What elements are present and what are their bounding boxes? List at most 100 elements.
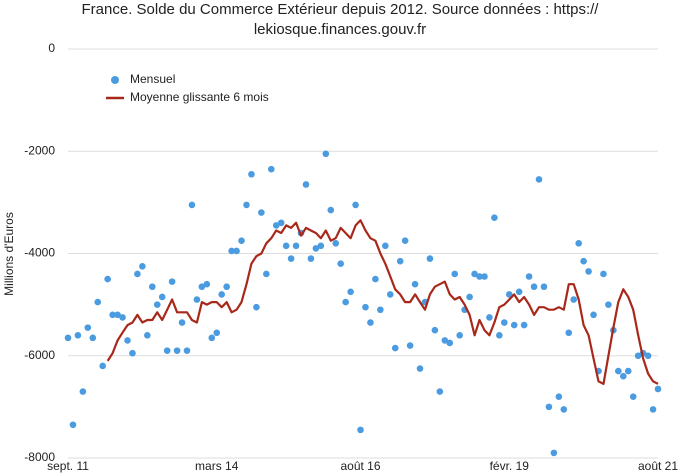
data-point [178, 319, 186, 326]
data-point [530, 283, 538, 291]
data-point [654, 385, 662, 393]
data-point [307, 255, 315, 262]
data-point [560, 406, 568, 413]
data-point [540, 283, 548, 291]
data-point [510, 321, 518, 329]
data-point [406, 342, 414, 349]
data-point [243, 201, 250, 209]
data-point [367, 319, 374, 326]
data-point [64, 334, 72, 342]
data-point [352, 201, 359, 209]
data-point [431, 326, 439, 334]
y-tick-label: 0 [48, 41, 55, 55]
data-point [238, 237, 245, 245]
data-point [481, 273, 488, 280]
data-point [441, 337, 449, 344]
data-point [134, 270, 141, 278]
data-point [153, 301, 161, 308]
data-point [337, 260, 344, 268]
data-point [496, 332, 503, 339]
data-point [198, 283, 206, 291]
data-point [451, 270, 459, 278]
data-point [277, 219, 285, 227]
x-tick-label: août 16 [340, 459, 380, 473]
data-point [253, 303, 260, 311]
data-point [342, 298, 349, 306]
data-point [401, 237, 409, 245]
data-point [258, 209, 265, 216]
data-point [84, 324, 92, 331]
data-point [272, 222, 280, 229]
data-point [520, 321, 528, 329]
data-point [104, 275, 111, 283]
data-point [491, 214, 498, 222]
data-point [282, 242, 290, 250]
data-point [233, 247, 240, 255]
data-point [218, 291, 225, 298]
data-point [124, 337, 131, 344]
data-point [590, 311, 597, 319]
data-point [446, 339, 454, 347]
data-point [525, 273, 533, 280]
data-point [411, 280, 419, 288]
data-point [476, 273, 483, 280]
legend-label: Moyenne glissante 6 mois [130, 90, 269, 104]
legend-label: Mensuel [130, 72, 175, 86]
data-point [317, 242, 325, 250]
legend-symbol [111, 76, 119, 84]
data-point [362, 303, 369, 311]
data-point [188, 201, 196, 209]
data-point [550, 449, 558, 457]
y-tick-label: -4000 [24, 246, 55, 260]
data-point [585, 268, 592, 275]
data-point [624, 367, 632, 375]
y-tick-label: -2000 [24, 143, 55, 157]
data-point [168, 278, 176, 285]
data-point [322, 150, 330, 158]
data-point [139, 262, 146, 270]
data-point [163, 347, 171, 354]
data-point [213, 329, 221, 337]
data-point [386, 291, 394, 298]
data-point [555, 393, 563, 400]
data-point [580, 257, 587, 265]
data-point [466, 293, 473, 301]
data-point [312, 245, 320, 252]
data-point [203, 280, 211, 288]
data-point [193, 296, 201, 303]
data-point [292, 242, 300, 250]
data-point [535, 176, 543, 183]
data-point [372, 275, 379, 283]
data-point [426, 255, 434, 262]
data-point [357, 426, 364, 434]
data-point [391, 344, 399, 352]
data-point [515, 288, 523, 296]
data-point [471, 270, 478, 278]
data-point [501, 319, 508, 326]
data-point [228, 247, 235, 255]
data-point [129, 349, 136, 357]
x-tick-label: mars 14 [195, 459, 239, 473]
y-tick-label: -6000 [24, 348, 55, 362]
data-point [99, 362, 107, 370]
line-series [106, 219, 659, 385]
data-point [600, 270, 607, 278]
data-point [644, 352, 652, 360]
data-point [114, 311, 121, 319]
data-point [377, 306, 384, 314]
data-point [486, 314, 493, 321]
data-point [223, 283, 230, 291]
data-point [94, 298, 102, 306]
data-point [208, 334, 216, 342]
chart-title: France. Solde du Commerce Extérieur depu… [81, 1, 599, 38]
data-point [119, 314, 126, 321]
data-point [456, 332, 463, 339]
data-point [148, 283, 156, 291]
data-point [619, 372, 627, 380]
data-point [545, 403, 553, 411]
x-tick-label: sept. 11 [47, 459, 89, 473]
data-point [382, 242, 389, 250]
data-point [302, 181, 310, 188]
data-point [263, 270, 270, 278]
